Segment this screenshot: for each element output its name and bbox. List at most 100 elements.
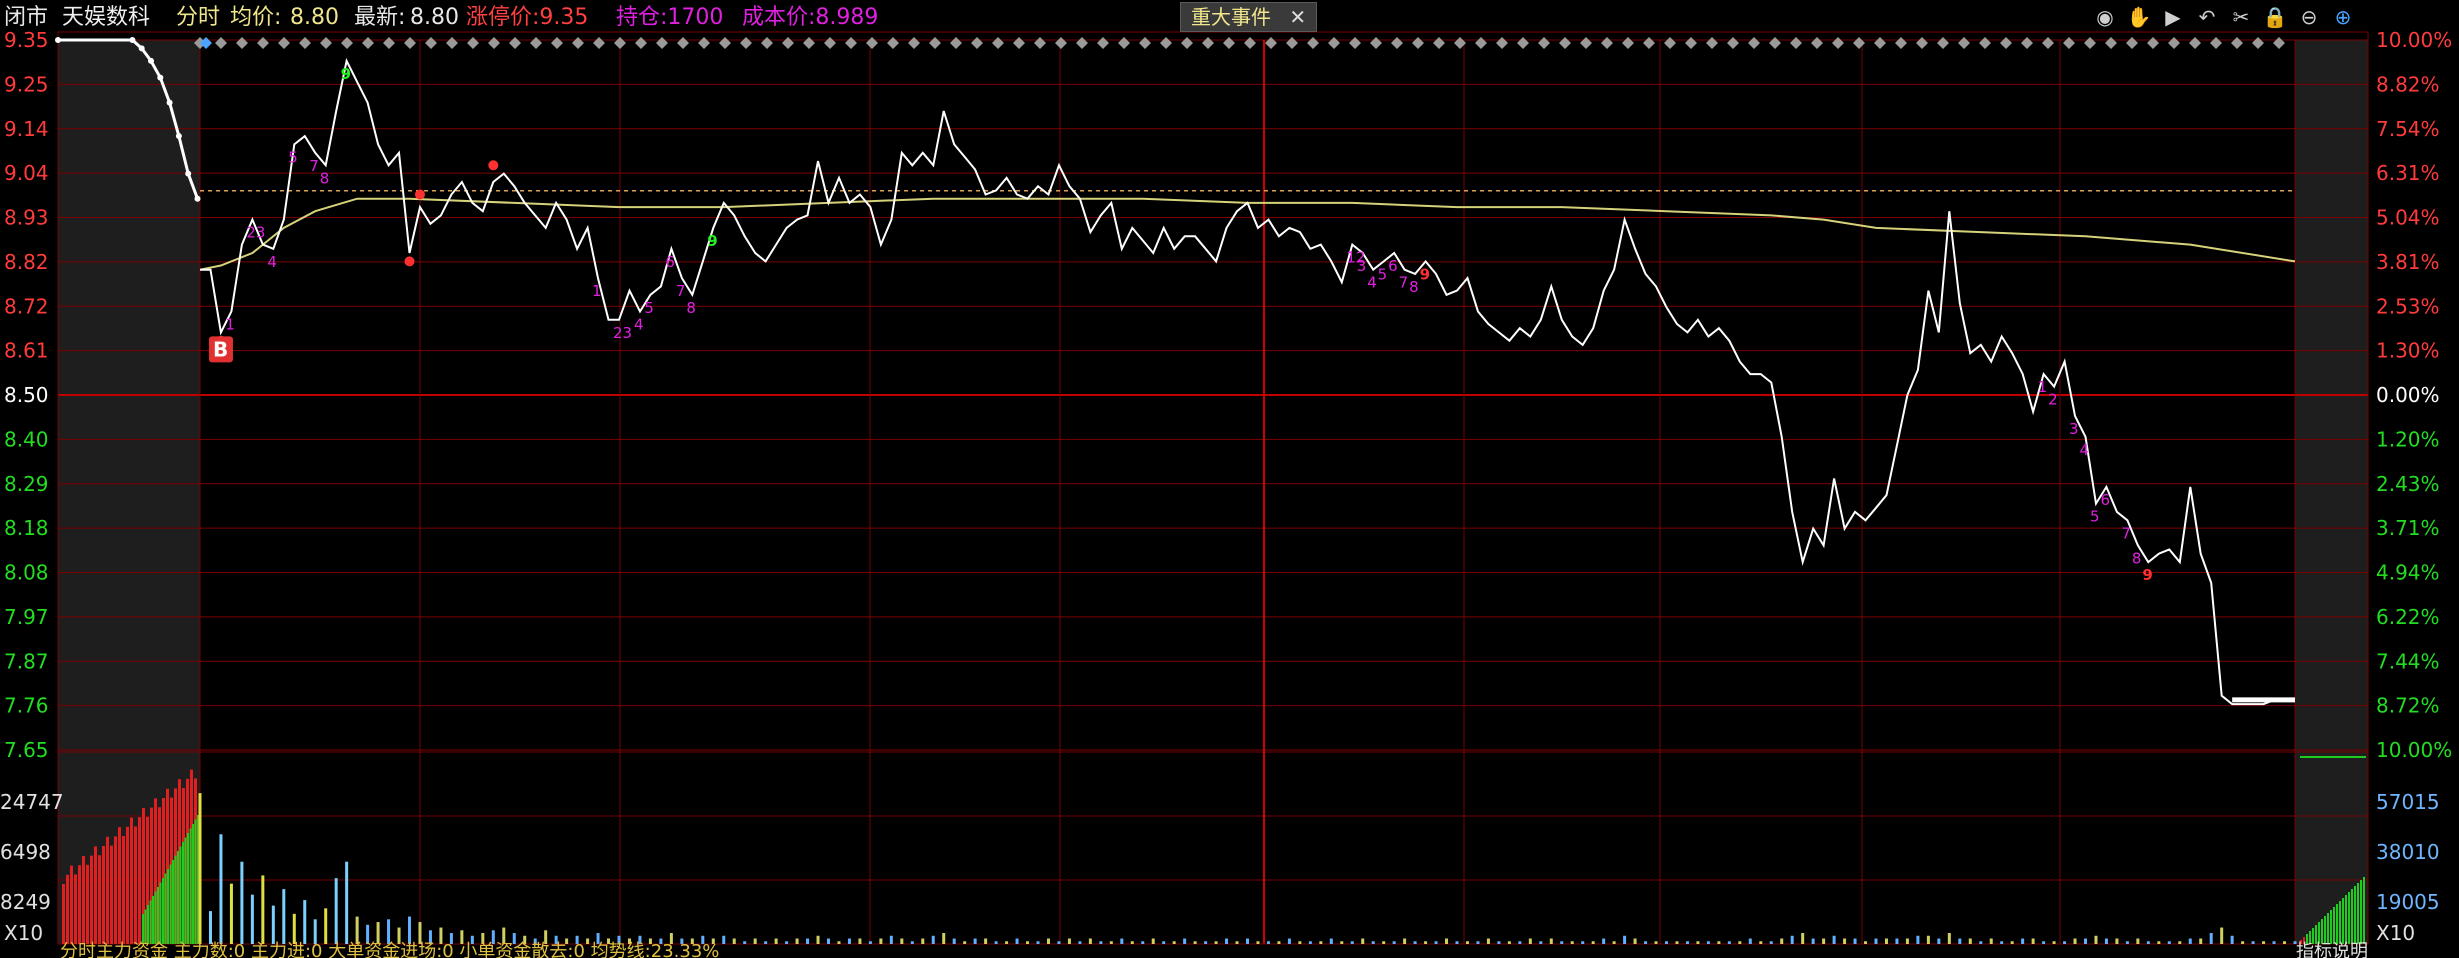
sequence-label: 23 <box>246 224 265 242</box>
timeline-diamond <box>2210 37 2222 49</box>
premarket-flow-bar-green <box>149 900 152 944</box>
sequence-label: 8 <box>320 169 330 187</box>
timeline-diamond <box>1034 37 1046 49</box>
volume-bar <box>1340 941 1344 944</box>
volume-bar <box>1120 938 1124 944</box>
volume-bar <box>1644 941 1648 944</box>
volume-bar <box>1874 938 1878 944</box>
volume-bar <box>2157 941 2161 944</box>
volume-bar <box>554 935 558 944</box>
price-axis-label: 8.82 <box>4 250 49 274</box>
timeline-diamond <box>1349 37 1361 49</box>
volume-unit-left: X10 <box>4 921 43 945</box>
buy-marker <box>208 336 233 363</box>
percent-axis-label: 0.00% <box>2376 383 2440 407</box>
sequence-label: 6 <box>665 253 675 271</box>
volume-bar <box>1905 938 1909 944</box>
timeline-diamond <box>236 37 248 49</box>
premarket-flow-bar-green <box>167 869 169 944</box>
volume-bar <box>1591 941 1595 944</box>
volume-bar <box>481 933 485 944</box>
volume-bar <box>1246 938 1249 944</box>
afterhours-volume-bar <box>2321 919 2323 944</box>
volume-bar <box>208 911 212 944</box>
lock-icon[interactable]: 🔒 <box>2262 5 2288 29</box>
undo-icon[interactable]: ↶ <box>2198 5 2216 29</box>
volume-bar <box>2010 941 2014 944</box>
volume-bar <box>1895 938 1899 944</box>
premarket-flow-bar <box>86 864 89 944</box>
premarket-flow-bar <box>150 807 153 944</box>
volume-bar <box>240 861 244 944</box>
volume-bar <box>1769 941 1773 944</box>
cost-price: 成本价:8.989 <box>742 5 879 30</box>
percent-axis-label: 2.43% <box>2376 472 2440 496</box>
timeline-diamond <box>1517 37 1529 49</box>
scissors-icon[interactable]: ✂ <box>2232 5 2250 29</box>
volume-bar <box>743 941 747 944</box>
volume-bar <box>627 938 631 944</box>
afterhours-volume-bar <box>2357 883 2359 944</box>
stock-name[interactable]: 天娱数科 <box>62 5 151 30</box>
major-events-button[interactable]: 重大事件 ✕ <box>1180 2 1318 32</box>
volume-bar <box>931 935 935 944</box>
price-line <box>200 57 2295 706</box>
premarket-flow-bar <box>122 836 125 944</box>
timeline-diamond <box>971 37 983 49</box>
volume-bar <box>1675 941 1679 944</box>
play-icon[interactable]: ▶ <box>2165 5 2181 29</box>
timeline-diamond <box>1370 37 1382 49</box>
timeline-diamond <box>1601 37 1613 49</box>
volume-bar <box>229 883 233 944</box>
timeline-diamond <box>1874 37 1886 49</box>
money-flow-footer: 分时主力资金 主力数:0 主力进:0 大单资金进场:0 小单资金散去:0 均势线… <box>60 941 719 958</box>
plus-circle-icon[interactable]: ⊕ <box>2334 5 2352 29</box>
volume-bar <box>617 935 621 944</box>
volume-bar <box>313 919 317 944</box>
volume-bar <box>837 941 841 944</box>
volume-bar <box>1979 941 1983 944</box>
percent-axis-label: 2.53% <box>2376 294 2440 318</box>
volume-bar <box>1958 938 1962 944</box>
volume-bar <box>2104 938 2108 944</box>
volume-bar <box>785 941 789 944</box>
minus-circle-icon[interactable]: ⊖ <box>2300 5 2318 29</box>
timeline-diamond <box>446 37 458 49</box>
timeline-diamond <box>992 37 1004 49</box>
hand-icon[interactable]: ✋ <box>2126 5 2152 29</box>
sequence-label: 7 <box>676 282 686 300</box>
premarket-flow-bar-green <box>147 905 149 944</box>
volume-axis-label: 6498 <box>0 840 51 864</box>
volume-bar <box>1843 938 1847 944</box>
sequence-label: 1 <box>2038 378 2048 396</box>
close-icon[interactable]: ✕ <box>1289 5 1307 29</box>
timeline-diamond <box>1097 37 1109 49</box>
timeline-diamond <box>698 37 710 49</box>
afterhours-volume-bar <box>2324 916 2326 944</box>
timeline-diamond <box>1853 37 1865 49</box>
premarket-flow-bar <box>62 884 65 944</box>
volume-bar <box>1046 938 1050 944</box>
volume-bar <box>1204 941 1208 944</box>
volume-bar <box>1518 941 1522 944</box>
volume-bar <box>1581 941 1585 944</box>
afterhours-volume-bar <box>2360 880 2362 944</box>
volume-bar <box>1853 938 1857 944</box>
premarket-flow-bar <box>118 827 121 944</box>
volume-bar <box>1727 941 1731 944</box>
volume-bar <box>1183 938 1187 944</box>
volume-bar <box>1612 941 1616 944</box>
eye-icon[interactable]: ◉ <box>2096 5 2114 29</box>
timeline-diamond <box>1685 37 1697 49</box>
timeline-diamond <box>2126 37 2138 49</box>
volume-bar <box>1371 941 1375 944</box>
volume-axis-label-right: 38010 <box>2376 840 2440 864</box>
premarket-flow-bar <box>74 874 77 944</box>
price-axis-label: 7.87 <box>4 649 49 673</box>
price-axis-label: 8.08 <box>4 561 49 585</box>
sequence-label: 7 <box>1399 274 1409 292</box>
premarket-flow-bar <box>162 798 165 944</box>
sequence-label: 4 <box>267 253 277 271</box>
volume-bar <box>680 938 684 944</box>
